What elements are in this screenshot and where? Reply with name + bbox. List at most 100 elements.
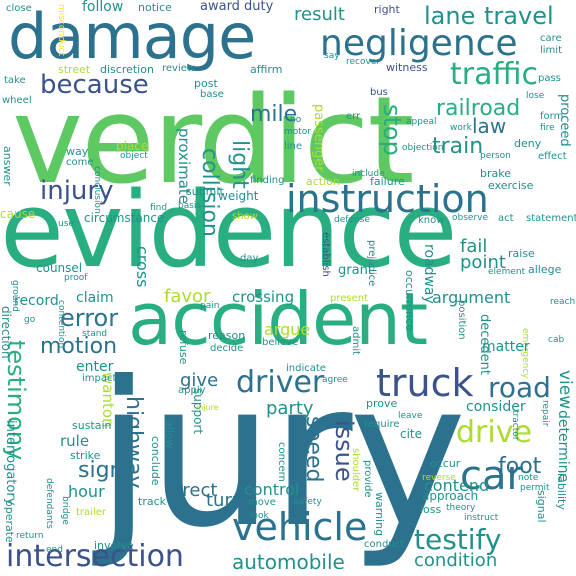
word-lane: lane [424, 2, 476, 30]
word-jury: jury [96, 339, 467, 572]
word-direct: direct [166, 480, 218, 501]
word-establish: establish [320, 232, 331, 277]
word-strike: strike [70, 449, 101, 462]
word-shoulder: shoulder [350, 448, 361, 492]
word-require: require [364, 419, 400, 430]
word-approach: approach [422, 489, 479, 503]
word-cross: cross [133, 246, 152, 288]
word-defense: defense [334, 215, 370, 225]
word-submit: submit [186, 185, 224, 198]
word-control: control [244, 480, 300, 499]
word-position: position [456, 300, 467, 340]
word-brake: brake [480, 167, 511, 180]
word-weight: weight [218, 189, 259, 203]
word-show: show [232, 211, 258, 222]
word-occurrence: occurrence [403, 270, 416, 331]
word-observe: observe [452, 213, 489, 223]
word-failure: failure [370, 175, 405, 188]
word-instruct: instruct [464, 513, 499, 523]
word-no: no [290, 115, 302, 125]
word-come: come [66, 157, 94, 168]
word-reason: reason [208, 329, 246, 342]
word-witness: witness [386, 61, 428, 74]
word-close: close [6, 3, 32, 14]
word-objection: objection [402, 143, 444, 153]
word-testify: testify [414, 523, 502, 556]
word-road: road [488, 371, 551, 404]
word-cab: cab [548, 335, 565, 345]
word-agree: agree [322, 375, 348, 385]
word-stop: stop [378, 104, 406, 156]
word-truck: truck [376, 361, 474, 405]
word-return: return [16, 531, 44, 541]
word-accident: accident [128, 277, 428, 361]
word-collision: collision [197, 148, 222, 237]
word-error: error [60, 304, 119, 332]
word-fail: fail [460, 236, 488, 257]
word-effect: effect [538, 151, 567, 162]
word-reverse: reverse [422, 473, 456, 483]
word-apply: apply [178, 385, 206, 396]
word-statement: statement [526, 213, 576, 224]
word-base: base [200, 89, 224, 100]
word-way: way [66, 145, 89, 158]
word-evidence: evidence [0, 169, 458, 291]
word-err: err [346, 111, 361, 122]
word-repair: repair [540, 400, 550, 427]
word-day: day [240, 253, 259, 264]
word-prejudice: prejudice [366, 240, 377, 287]
word-favor: favor [164, 286, 211, 307]
word-permit: permit [520, 483, 550, 493]
word-highway: highway [121, 396, 146, 489]
word-roadway: roadway [421, 244, 437, 304]
word-fire: fire [540, 123, 555, 133]
word-involve: involve [94, 539, 134, 552]
word-sign: sign [78, 458, 124, 483]
word-hour: hour [68, 482, 105, 501]
word-grant: grant [338, 263, 373, 278]
word-sustain: sustain [72, 419, 112, 432]
word-take: take [4, 75, 26, 86]
word-decedent: decedent [477, 314, 492, 375]
word-vehicle: vehicle [232, 505, 368, 549]
word-recover: recover [346, 57, 381, 67]
word-enter: enter [76, 359, 114, 375]
word-result: result [294, 4, 345, 25]
word-mile: mile [250, 102, 298, 127]
word-car: car [460, 453, 523, 499]
word-look: look [250, 511, 269, 521]
word-direction: direction [0, 306, 13, 359]
word-stand: stand [82, 329, 108, 339]
word-drive: drive [456, 415, 532, 450]
word-decide: decide [210, 343, 244, 354]
word-wanton: wanton [99, 372, 117, 428]
word-end: end [46, 545, 63, 555]
word-intersection: intersection [6, 539, 184, 574]
word-conduct: conduct [364, 539, 405, 550]
word-warning: warning [373, 492, 386, 537]
word-injury: injury [40, 176, 114, 206]
word-act: act [498, 213, 514, 224]
word-proximate: proximate [175, 128, 193, 205]
word-bus: bus [370, 87, 388, 98]
word-passenger: passenger [311, 104, 326, 172]
word-motor: motor [284, 127, 312, 137]
word-safety: safety [294, 497, 322, 507]
word-tractor: tractor [510, 410, 520, 441]
word-impact: impact [82, 373, 117, 384]
word-misconduct: misconduct [56, 4, 66, 57]
word-right: right [374, 3, 400, 16]
word-limit: limit [540, 45, 562, 56]
word-pass: pass [538, 73, 561, 84]
word-proceed: proceed [557, 94, 572, 147]
word-record: record [14, 293, 59, 309]
word-exercise: exercise [488, 179, 534, 192]
word-object: object [120, 151, 148, 161]
word-railroad: railroad [436, 96, 521, 121]
word-give: give [180, 370, 219, 391]
word-include: include [352, 169, 385, 179]
word-trailer: trailer [76, 507, 106, 518]
word-signal: signal [535, 490, 548, 523]
word-review: review [162, 63, 196, 74]
word-issue: issue [330, 420, 358, 482]
